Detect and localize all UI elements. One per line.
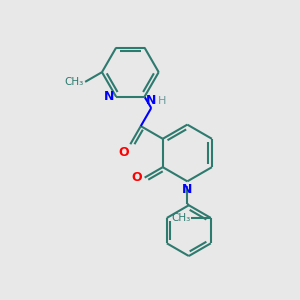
Text: CH₃: CH₃ [171,213,190,223]
Text: N: N [182,182,193,196]
Text: N: N [103,90,114,103]
Text: O: O [132,171,142,184]
Text: CH₃: CH₃ [64,77,84,87]
Text: N: N [146,94,156,106]
Text: H: H [158,96,166,106]
Text: O: O [118,146,129,159]
